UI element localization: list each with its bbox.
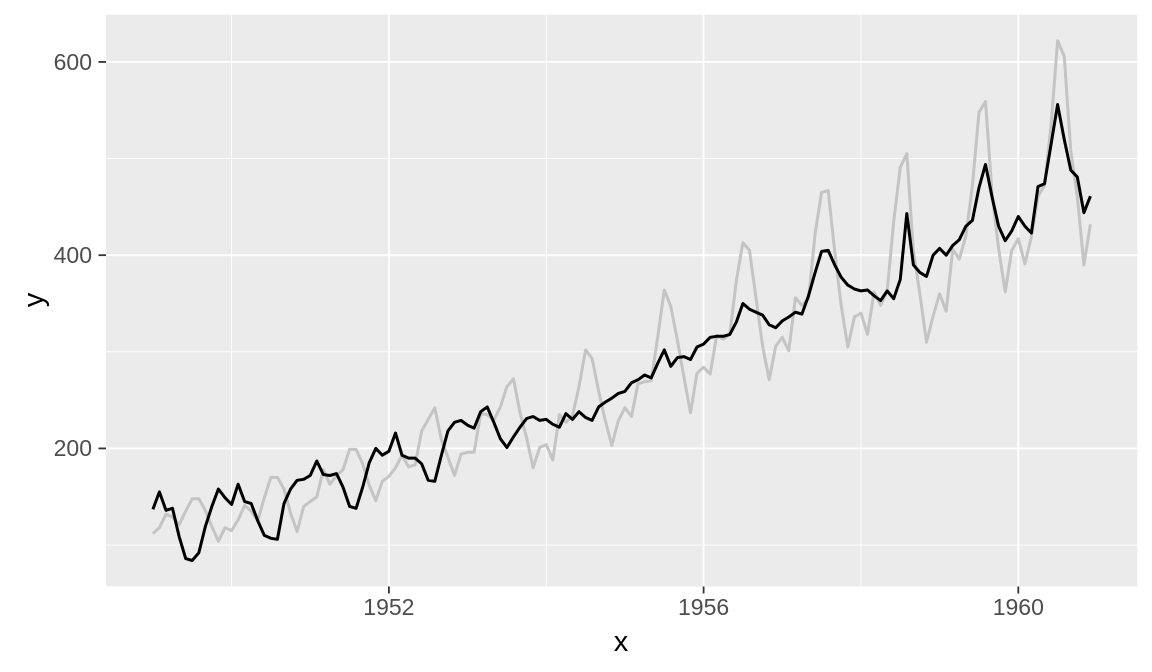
y-tick-label: 400 [53,242,92,269]
y-axis-title: y [18,292,50,308]
x-tick-label: 1952 [363,594,415,620]
x-tick-label: 1956 [678,594,730,620]
black-series-line [151,103,1092,562]
x-tick-label: 1960 [992,594,1044,620]
gray-series-line [151,39,1092,543]
y-tick-label: 600 [53,48,92,75]
y-tick-label: 200 [53,435,92,462]
panel-background [106,14,1138,587]
x-axis-title: x [613,626,629,658]
